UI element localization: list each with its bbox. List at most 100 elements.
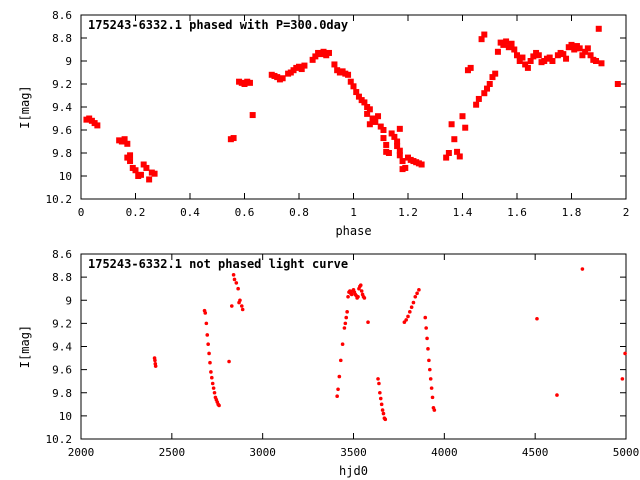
data-point: [355, 93, 362, 100]
data-point: [546, 54, 553, 61]
data-point: [309, 56, 316, 63]
data-point: [353, 89, 360, 96]
data-point: [454, 148, 461, 155]
data-point: [325, 49, 332, 56]
data-point: [396, 125, 403, 132]
x-tick-label: 1.6: [507, 206, 527, 219]
y-axis-label: I[mag]: [18, 325, 32, 368]
y-tick-label: 8.6: [52, 248, 72, 261]
data-point: [239, 304, 244, 308]
data-point: [394, 143, 401, 150]
data-point: [478, 36, 485, 43]
data-point: [614, 81, 621, 87]
y-tick-label: 9.2: [52, 317, 72, 330]
data-point: [312, 53, 319, 60]
data-point: [456, 153, 463, 160]
data-point: [343, 321, 348, 326]
data-point: [340, 342, 345, 346]
x-tick-label: 1.2: [398, 206, 418, 219]
data-point: [445, 150, 452, 156]
y-tick-label: 9.8: [52, 387, 72, 400]
data-point: [212, 390, 217, 395]
y-tick-label: 9: [65, 294, 72, 307]
data-point: [344, 315, 349, 320]
y-tick-label: 9.4: [52, 101, 72, 114]
y-tick-label: 8.8: [52, 271, 72, 284]
data-point: [511, 46, 518, 53]
data-point: [492, 70, 499, 77]
data-point: [230, 135, 237, 142]
data-point: [396, 147, 403, 154]
y-tick-label: 10.2: [46, 433, 73, 446]
data-point: [361, 99, 368, 106]
data-point: [500, 41, 507, 48]
data-point: [210, 375, 214, 380]
y-tick-label: 10: [59, 410, 72, 423]
data-point: [377, 123, 384, 130]
data-point: [338, 358, 343, 363]
data-point: [587, 52, 594, 59]
data-point: [508, 40, 515, 47]
data-point: [358, 283, 363, 288]
y-tick-label: 9.8: [52, 147, 72, 160]
x-tick-label: 5000: [613, 446, 640, 459]
data-point: [132, 167, 139, 174]
data-point: [473, 101, 480, 108]
data-point: [362, 296, 367, 300]
data-point: [451, 136, 458, 143]
data-point: [379, 402, 384, 407]
data-point: [378, 396, 383, 401]
data-point: [337, 374, 342, 379]
data-point: [429, 386, 434, 390]
data-point: [486, 81, 493, 87]
data-point: [598, 60, 605, 67]
data-point: [582, 48, 589, 55]
data-point: [301, 62, 308, 69]
data-point: [210, 381, 215, 386]
data-point: [467, 64, 474, 71]
y-axis-label: I[mag]: [18, 85, 32, 128]
data-point: [238, 298, 242, 303]
data-point: [394, 138, 401, 145]
data-point: [426, 347, 430, 351]
data-point: [359, 289, 364, 293]
data-point: [356, 294, 360, 299]
data-point: [484, 85, 491, 92]
data-series: [152, 267, 627, 422]
data-point: [428, 377, 433, 381]
data-point: [418, 161, 425, 168]
data-point: [481, 31, 488, 38]
y-tick-label: 9.6: [52, 364, 72, 377]
data-point: [372, 118, 379, 125]
data-point: [375, 113, 382, 120]
data-point: [350, 83, 357, 90]
data-point: [448, 121, 455, 128]
data-point: [345, 310, 349, 314]
data-point: [208, 360, 212, 365]
data-point: [376, 377, 380, 381]
plot-frame: [80, 253, 627, 440]
x-tick-label: 0: [78, 206, 85, 219]
y-tick-label: 9.4: [52, 341, 72, 354]
data-point: [336, 387, 340, 392]
y-tick-label: 10.2: [46, 193, 73, 206]
data-point: [425, 336, 429, 341]
data-point: [579, 52, 586, 59]
data-point: [620, 377, 625, 381]
data-point: [345, 71, 352, 78]
data-point: [364, 110, 371, 117]
data-point: [232, 277, 237, 282]
data-point: [227, 359, 231, 364]
data-point: [207, 351, 211, 356]
data-point: [124, 140, 131, 147]
data-point: [535, 52, 542, 59]
data-point: [140, 161, 147, 168]
data-point: [524, 64, 531, 71]
data-point: [217, 403, 221, 408]
data-point: [331, 61, 338, 68]
data-point: [576, 45, 583, 52]
data-point: [584, 45, 591, 52]
y-tick-label: 8.8: [52, 32, 72, 45]
data-point: [417, 288, 421, 292]
